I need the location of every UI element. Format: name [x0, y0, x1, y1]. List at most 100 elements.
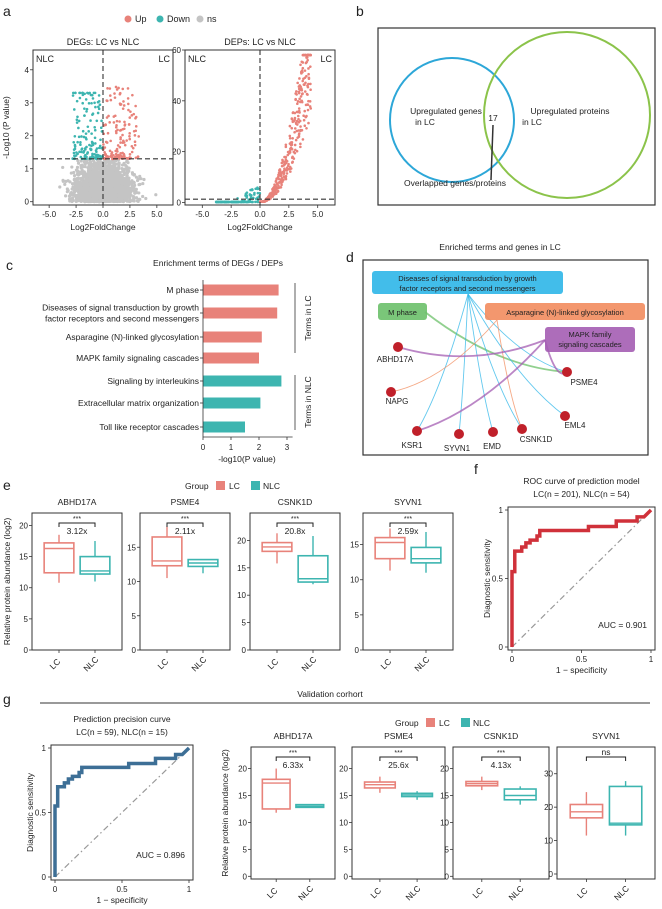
- box-lc: [569, 792, 604, 836]
- point-up: [126, 102, 130, 106]
- point-up: [278, 173, 282, 177]
- x-tick-label: 0.0: [97, 210, 109, 219]
- point-down: [77, 119, 81, 123]
- section-title: Validation corhort: [297, 689, 363, 699]
- point-up: [309, 53, 312, 57]
- point-ns: [106, 188, 110, 192]
- point-ns: [78, 197, 82, 201]
- point-down: [85, 110, 88, 113]
- point-up: [111, 157, 115, 161]
- plot-title: DEPs: LC vs NLC: [224, 37, 296, 47]
- fold-change-label: 6.33x: [283, 760, 305, 770]
- point-up: [108, 149, 112, 153]
- x-tick-label: 1: [229, 443, 234, 452]
- x-tick-label-lc: LC: [470, 885, 485, 900]
- point-up: [289, 146, 293, 150]
- point-up: [118, 129, 122, 132]
- point-up: [302, 77, 305, 81]
- y-tick-label: 10: [237, 591, 246, 600]
- point-ns: [85, 185, 89, 189]
- point-up: [108, 87, 112, 90]
- point-ns: [120, 163, 125, 167]
- point-ns: [65, 187, 69, 191]
- point-up: [283, 163, 286, 166]
- point-ns: [123, 171, 127, 175]
- point-ns: [97, 190, 101, 194]
- point-up: [286, 153, 290, 157]
- point-down: [81, 129, 85, 133]
- y-tick-label: 2: [25, 132, 30, 141]
- point-down: [100, 119, 103, 123]
- point-down: [254, 187, 257, 191]
- point-up: [119, 103, 123, 106]
- point-up: [303, 69, 307, 72]
- point-ns: [120, 181, 124, 186]
- point-up: [299, 95, 303, 98]
- point-up: [132, 129, 136, 133]
- y-tick-label: 4: [25, 66, 30, 75]
- point-ns: [123, 163, 127, 167]
- point-ns: [100, 183, 105, 187]
- point-up: [134, 104, 137, 108]
- point-up: [309, 82, 312, 86]
- point-up: [307, 99, 310, 103]
- point-down: [258, 191, 262, 195]
- point-down: [227, 200, 231, 204]
- point-ns: [127, 199, 132, 204]
- point-ns: [107, 161, 111, 166]
- point-ns: [77, 193, 82, 198]
- point-ns: [105, 164, 110, 168]
- point-up: [296, 136, 299, 139]
- point-ns: [98, 171, 102, 175]
- point-down: [84, 132, 88, 135]
- legend-label: ns: [207, 14, 217, 24]
- x-tick-label: 3: [285, 443, 290, 452]
- point-down: [83, 156, 87, 159]
- point-down: [79, 155, 83, 159]
- point-up: [277, 177, 281, 181]
- point-ns: [131, 186, 135, 190]
- point-ns: [58, 185, 62, 189]
- point-up: [299, 100, 302, 104]
- y-tick-label: 5: [445, 845, 450, 854]
- point-down: [72, 148, 76, 151]
- point-down: [256, 187, 260, 191]
- point-up: [115, 88, 119, 91]
- y-tick-label: 0: [549, 870, 554, 879]
- point-up: [274, 187, 277, 190]
- point-ns: [83, 179, 87, 184]
- point-up: [125, 139, 129, 142]
- point-ns: [124, 196, 128, 201]
- box-lc: [261, 768, 291, 813]
- y-tick-label: 0: [243, 872, 248, 881]
- point-down: [88, 143, 91, 147]
- fold-change-label: 25.6x: [388, 760, 410, 770]
- point-ns: [79, 177, 83, 181]
- point-up: [106, 131, 110, 135]
- point-up: [277, 184, 280, 187]
- auc-label: AUC = 0.896: [136, 850, 185, 860]
- boxplot-title: PSME4: [384, 731, 413, 741]
- x-axis-label: 1 − specificity: [556, 665, 608, 675]
- gene-label: ABHD17A: [377, 355, 414, 364]
- point-up: [105, 116, 109, 119]
- box: [410, 546, 442, 564]
- point-down: [75, 121, 79, 124]
- point-up: [114, 125, 118, 129]
- point-up: [276, 190, 280, 193]
- x-tick-label: 5.0: [312, 210, 324, 219]
- point-ns: [104, 175, 108, 179]
- point-down: [93, 136, 97, 140]
- point-ns: [79, 159, 83, 163]
- point-ns: [63, 182, 67, 187]
- point-down: [71, 91, 75, 95]
- point-up: [307, 76, 311, 80]
- point-up: [299, 145, 302, 149]
- x-tick-label: 0: [510, 655, 515, 664]
- point-down: [77, 126, 80, 130]
- y-tick-label: 15: [19, 553, 28, 562]
- legend-swatch-nlc: [251, 481, 260, 490]
- point-ns: [125, 185, 129, 189]
- category-label-highlight: MAPK family signaling cascades: [76, 353, 199, 363]
- point-ns: [109, 172, 113, 176]
